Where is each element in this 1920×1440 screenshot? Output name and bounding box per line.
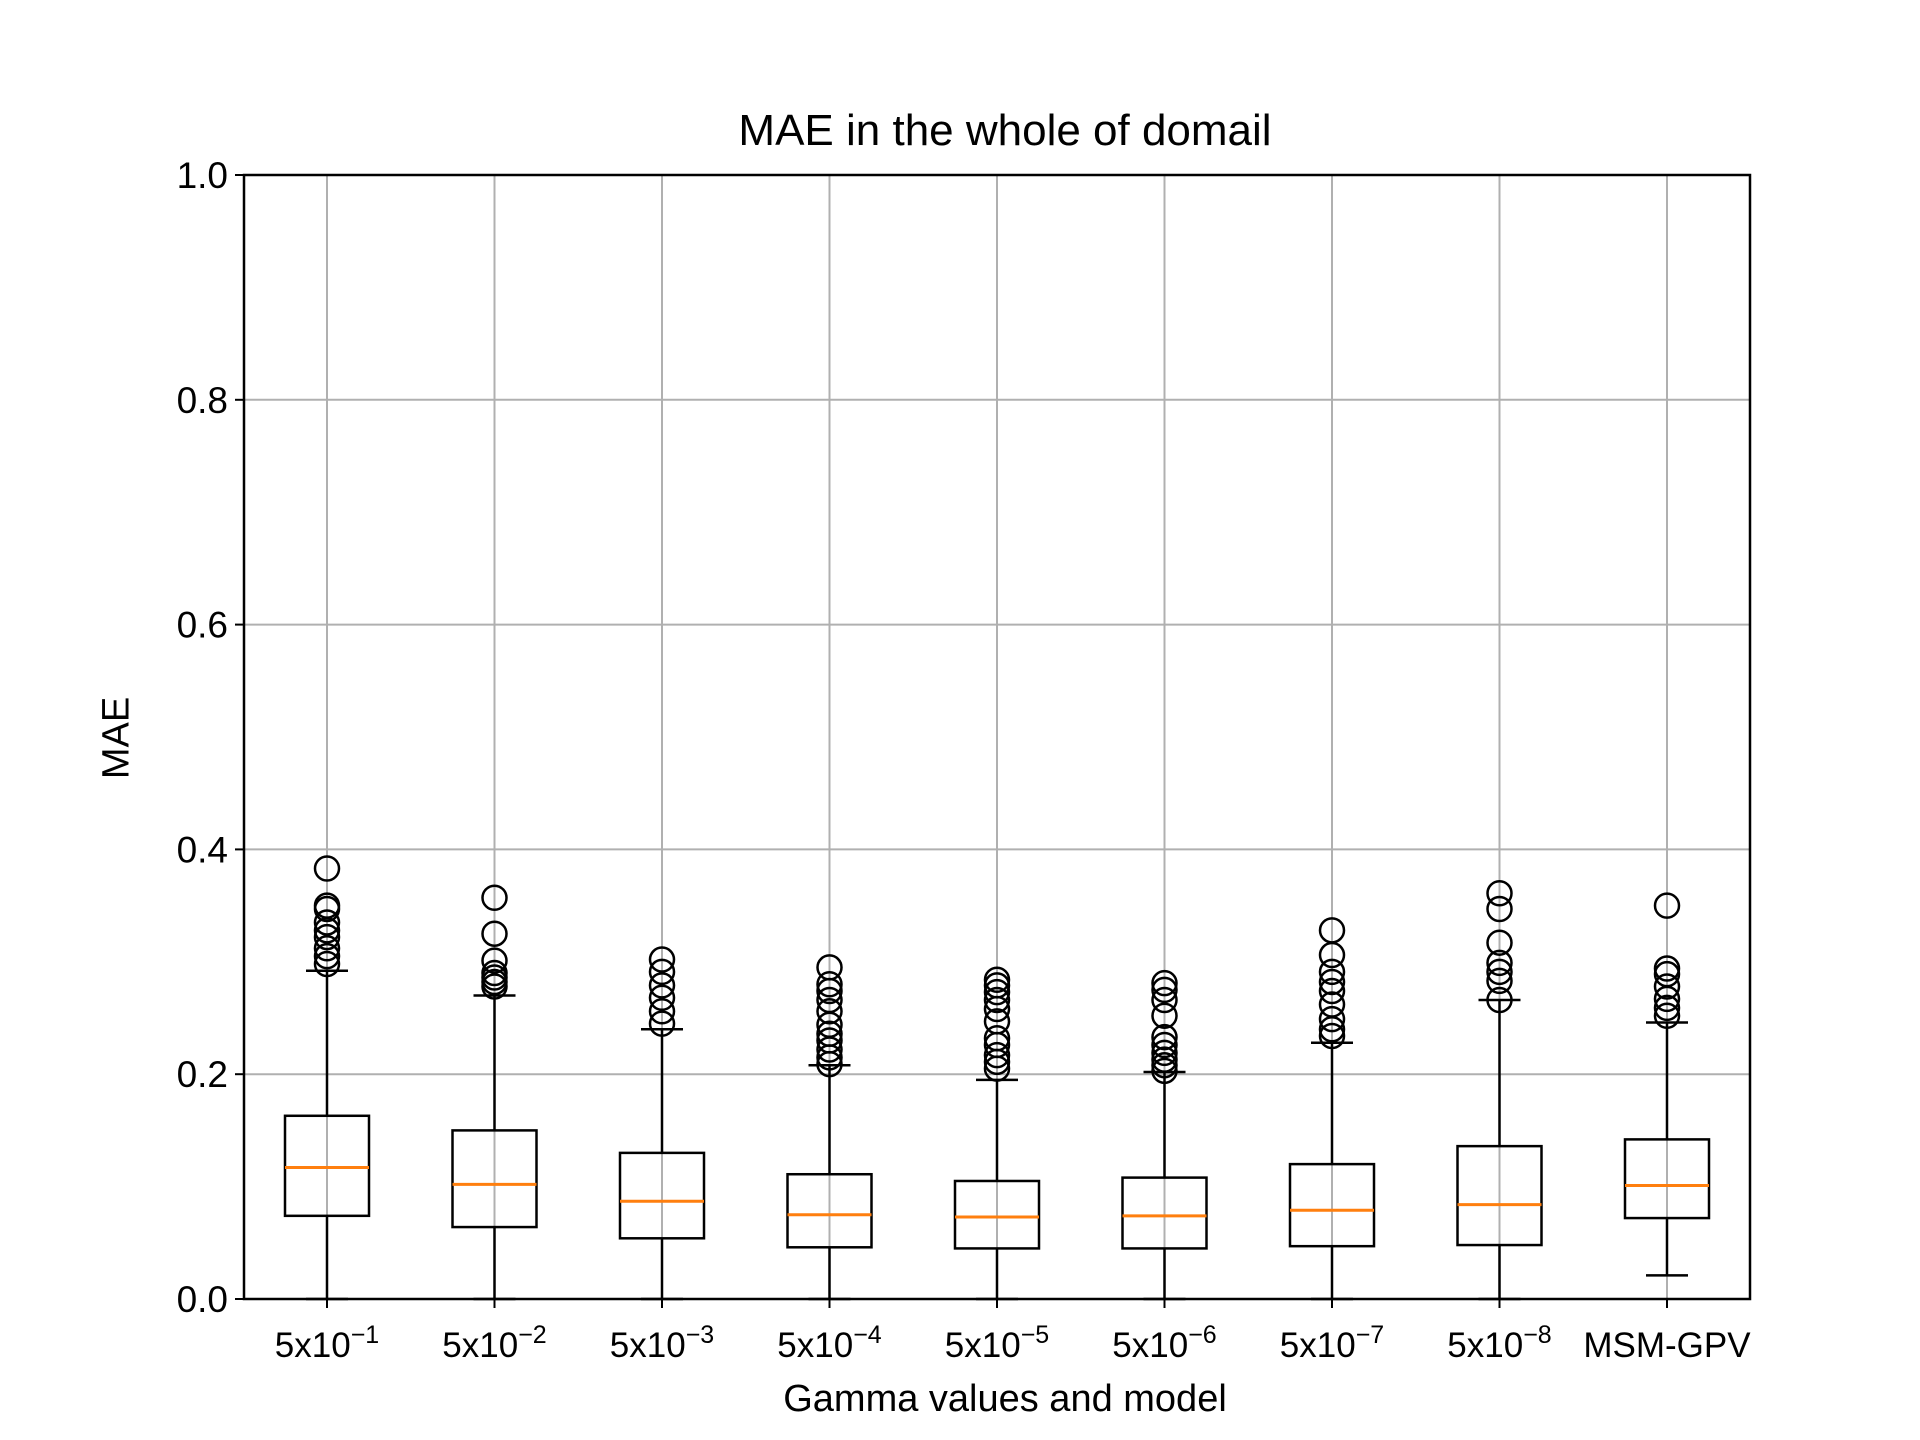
y-tick-label: 0.4	[177, 829, 228, 870]
outlier-point	[313, 950, 341, 978]
box-plot-3	[618, 946, 706, 1301]
box-plot-2	[451, 884, 538, 1301]
outlier-point	[313, 892, 341, 919]
outlier-point	[816, 954, 843, 981]
y-axis-ticks: 0.0 0.2 0.4 0.6 0.8 1.0	[177, 155, 244, 1320]
outlier-point	[1151, 976, 1178, 1004]
outlier-point	[313, 923, 341, 951]
outlier-point	[1151, 986, 1178, 1014]
x-tick-label: 5x10−3	[610, 1321, 714, 1365]
outlier-point	[1151, 1023, 1178, 1051]
outlier-point	[1151, 969, 1178, 997]
iqr-box	[786, 1172, 873, 1249]
outlier-point	[1653, 960, 1681, 988]
y-tick-label: 0.6	[177, 605, 228, 646]
outlier-point	[1653, 994, 1681, 1022]
outlier-point	[816, 998, 843, 1025]
chart-title: MAE in the whole of domail	[738, 106, 1272, 155]
x-tick-label: 5x10−4	[777, 1321, 882, 1365]
outlier-point	[313, 935, 341, 962]
outlier-point	[983, 978, 1011, 1006]
outlier-point	[1486, 949, 1513, 977]
outlier-point	[1151, 1046, 1178, 1073]
outlier-point	[816, 1027, 843, 1054]
outlier-point	[1653, 1002, 1681, 1030]
outlier-point	[1318, 977, 1346, 1005]
outlier-point	[1653, 955, 1681, 982]
box-plot-4	[786, 954, 873, 1301]
outlier-point	[816, 986, 843, 1014]
outlier-point	[1318, 1005, 1346, 1033]
outlier-point	[313, 909, 341, 936]
iqr-box	[283, 1114, 371, 1218]
outlier-point	[481, 920, 508, 947]
outlier-point	[1151, 1039, 1178, 1067]
outlier-point	[648, 1010, 676, 1037]
outlier-point	[1653, 892, 1681, 919]
y-tick-label: 0.2	[177, 1054, 228, 1095]
outlier-point	[983, 966, 1011, 994]
outlier-point	[648, 998, 676, 1025]
x-axis-label: Gamma values and model	[783, 1378, 1227, 1420]
outlier-point	[983, 972, 1011, 999]
outlier-point	[313, 942, 341, 970]
x-tick-label: 5x10−2	[442, 1321, 546, 1365]
y-tick-label: 0.0	[177, 1279, 228, 1320]
y-axis-label: MAE	[95, 696, 138, 780]
outlier-point	[1318, 968, 1346, 996]
outlier-point	[1151, 1051, 1178, 1079]
outlier-point	[1151, 1031, 1178, 1059]
outlier-point	[648, 958, 676, 986]
x-tick-label: 5x10−7	[1280, 1321, 1384, 1365]
outlier-point	[816, 971, 843, 998]
outlier-point	[983, 1041, 1011, 1069]
x-tick-label: 5x10−6	[1112, 1321, 1216, 1365]
y-tick-label: 1.0	[177, 155, 228, 196]
outlier-point	[816, 1020, 843, 1047]
outlier-point	[1486, 879, 1513, 907]
x-tick-label: 5x10−8	[1447, 1321, 1551, 1365]
outlier-point	[648, 984, 676, 1012]
outlier-point	[1318, 1022, 1346, 1050]
box-plot-1	[283, 855, 371, 1301]
iqr-box	[1288, 1162, 1376, 1248]
outlier-point	[1486, 929, 1513, 956]
outlier-point	[481, 947, 508, 974]
iqr-box	[1623, 1138, 1711, 1220]
x-axis-ticks: 5x10−1 5x10−2 5x10−3 5x10−4 5x10−5 5x10−6 5x10…	[275, 1299, 1751, 1365]
outlier-point	[648, 972, 676, 999]
box-plot-7	[1288, 917, 1376, 1301]
outlier-point	[983, 1024, 1011, 1052]
iqr-box	[1121, 1176, 1208, 1250]
iqr-box	[1456, 1144, 1543, 1247]
box-plots	[283, 855, 1711, 1301]
outlier-point	[1151, 1002, 1178, 1030]
x-tick-label: 5x10−5	[945, 1321, 1049, 1365]
outlier-point	[1486, 895, 1513, 923]
outlier-point	[481, 884, 508, 911]
iqr-box	[953, 1179, 1041, 1250]
outlier-point	[1318, 917, 1346, 944]
outlier-point	[983, 986, 1011, 1014]
x-tick-label: 5x10−1	[275, 1321, 379, 1365]
outlier-point	[313, 855, 341, 882]
iqr-box	[451, 1129, 538, 1229]
y-tick-label: 0.8	[177, 380, 228, 421]
outlier-point	[1486, 986, 1513, 1014]
x-tick-label: MSM-GPV	[1583, 1326, 1751, 1365]
outlier-point	[1486, 967, 1513, 995]
box-plot-9	[1623, 892, 1711, 1277]
outlier-point	[983, 1008, 1011, 1035]
outlier-point	[1318, 991, 1346, 1018]
outlier-point	[1318, 958, 1346, 986]
outlier-point	[648, 946, 676, 973]
iqr-box	[618, 1151, 706, 1240]
outlier-point	[1486, 958, 1513, 986]
outlier-point	[1151, 1057, 1178, 1085]
outlier-point	[481, 959, 508, 987]
outlier-point	[1653, 973, 1681, 1000]
